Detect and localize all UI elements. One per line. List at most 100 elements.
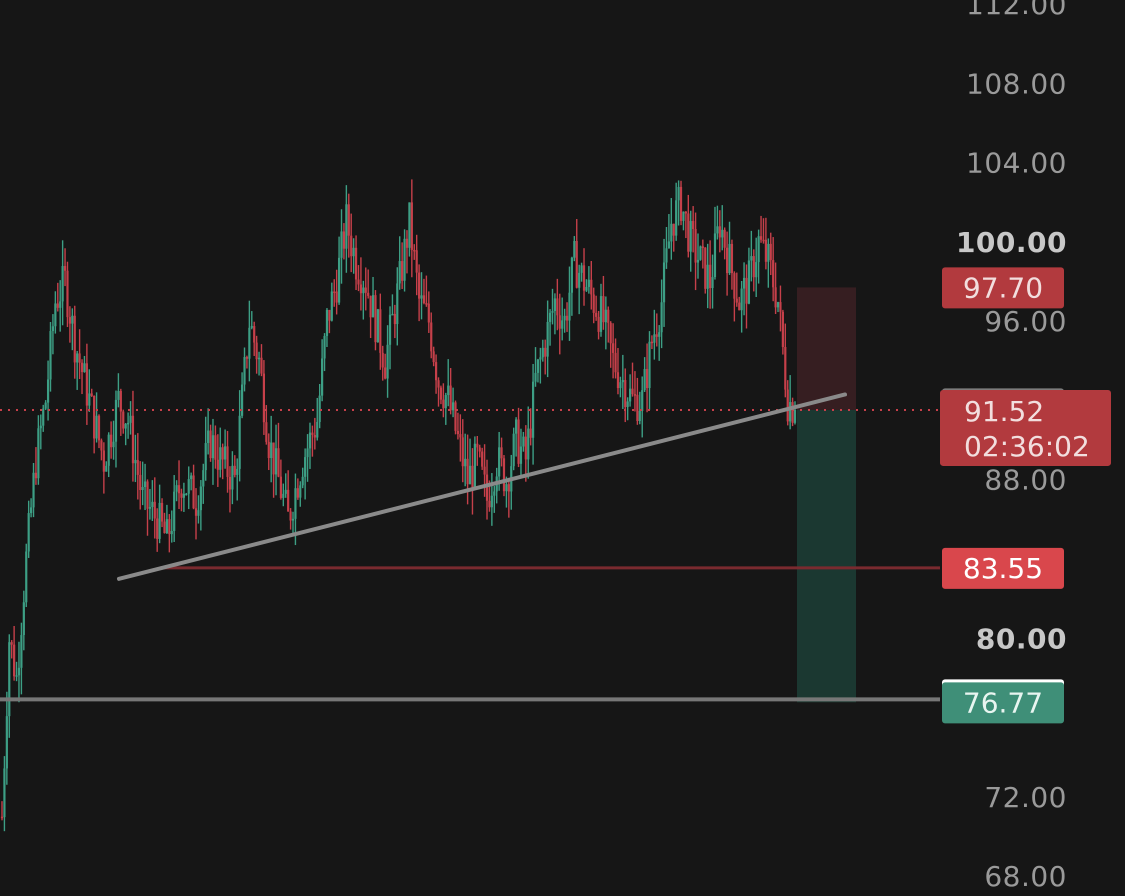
price-tag-label: 83.55 — [963, 552, 1043, 585]
candle — [359, 257, 363, 311]
candle — [791, 397, 794, 427]
candle — [723, 227, 726, 260]
candle — [253, 321, 256, 356]
candle — [5, 691, 8, 785]
candle — [296, 478, 299, 500]
candle — [228, 466, 232, 513]
candle — [110, 421, 113, 459]
candle — [442, 383, 445, 418]
y-tick-label: 104.00 — [966, 147, 1067, 180]
candle — [156, 508, 159, 552]
candle — [762, 218, 765, 244]
candle — [420, 272, 423, 320]
candle — [301, 467, 304, 489]
candle — [158, 484, 161, 544]
candle — [434, 354, 438, 394]
candle — [207, 408, 210, 455]
candle — [257, 351, 261, 376]
candle — [194, 488, 198, 540]
candle — [643, 357, 646, 392]
candle — [0, 801, 4, 821]
candle — [461, 419, 464, 483]
candle — [30, 498, 33, 518]
candle — [160, 498, 164, 528]
candle — [784, 323, 787, 398]
candle — [604, 296, 607, 350]
candle — [78, 329, 81, 379]
candle — [561, 297, 564, 341]
candle — [786, 380, 789, 426]
candle — [93, 395, 96, 454]
candle — [578, 264, 581, 315]
candle — [3, 756, 6, 832]
candle — [718, 210, 721, 253]
candle — [90, 388, 93, 397]
candle — [449, 368, 452, 415]
candle — [563, 308, 566, 333]
candle — [168, 514, 171, 553]
candle — [221, 443, 224, 480]
candle — [211, 418, 215, 485]
candle — [599, 283, 603, 337]
candle — [54, 291, 57, 334]
y-tick-label: 112.00 — [966, 0, 1067, 21]
reward-zone[interactable] — [797, 409, 856, 703]
candle — [32, 463, 35, 518]
candle — [500, 437, 503, 467]
candle — [364, 267, 367, 311]
candle — [374, 290, 377, 351]
candle — [119, 388, 122, 436]
risk-zone[interactable] — [797, 287, 856, 410]
candle — [187, 466, 190, 510]
candle — [393, 304, 396, 339]
candle — [330, 282, 333, 322]
candle — [645, 343, 649, 413]
candle — [408, 202, 411, 257]
y-tick-label: 68.00 — [984, 860, 1067, 893]
candle — [704, 247, 707, 294]
candle — [202, 463, 205, 504]
candle — [170, 510, 173, 543]
candle — [325, 308, 329, 347]
candle — [444, 392, 447, 425]
price-tag-stop-loss[interactable]: 97.70 — [942, 267, 1064, 309]
price-tag-support[interactable]: 83.55 — [942, 547, 1064, 589]
candle — [696, 233, 700, 279]
candle — [323, 333, 326, 372]
candle — [694, 212, 697, 291]
candle — [612, 323, 615, 379]
candle — [459, 414, 462, 462]
candle — [699, 245, 702, 261]
y-tick-label: 80.00 — [976, 622, 1067, 655]
price-tag-label: 91.52 — [964, 395, 1044, 428]
candle — [386, 325, 389, 398]
candle — [308, 422, 312, 469]
candle — [272, 442, 275, 498]
candle — [568, 266, 571, 341]
candle — [638, 391, 641, 425]
candle — [105, 461, 108, 472]
price-tag-take-profit[interactable]: 76.77 — [942, 682, 1064, 724]
candle — [141, 461, 144, 506]
candle — [345, 185, 348, 273]
candle — [468, 438, 472, 485]
candle — [209, 424, 212, 462]
candle — [522, 431, 525, 452]
y-tick-label: 72.00 — [984, 781, 1067, 814]
candle — [262, 360, 266, 435]
price-axis[interactable]: 112.00 108.00 104.00 100.00 96.00 88.00 80.00 7… — [956, 0, 1067, 893]
candle — [781, 309, 784, 355]
candle — [464, 433, 467, 487]
ascending-trendline[interactable] — [117, 392, 847, 581]
candle — [243, 347, 246, 392]
candle — [536, 358, 540, 383]
candle — [430, 312, 433, 359]
candle — [173, 475, 176, 542]
candle — [185, 492, 188, 496]
candle — [529, 408, 532, 446]
y-tick-label: 100.00 — [956, 226, 1067, 259]
candle — [131, 390, 135, 482]
candle — [687, 194, 690, 258]
